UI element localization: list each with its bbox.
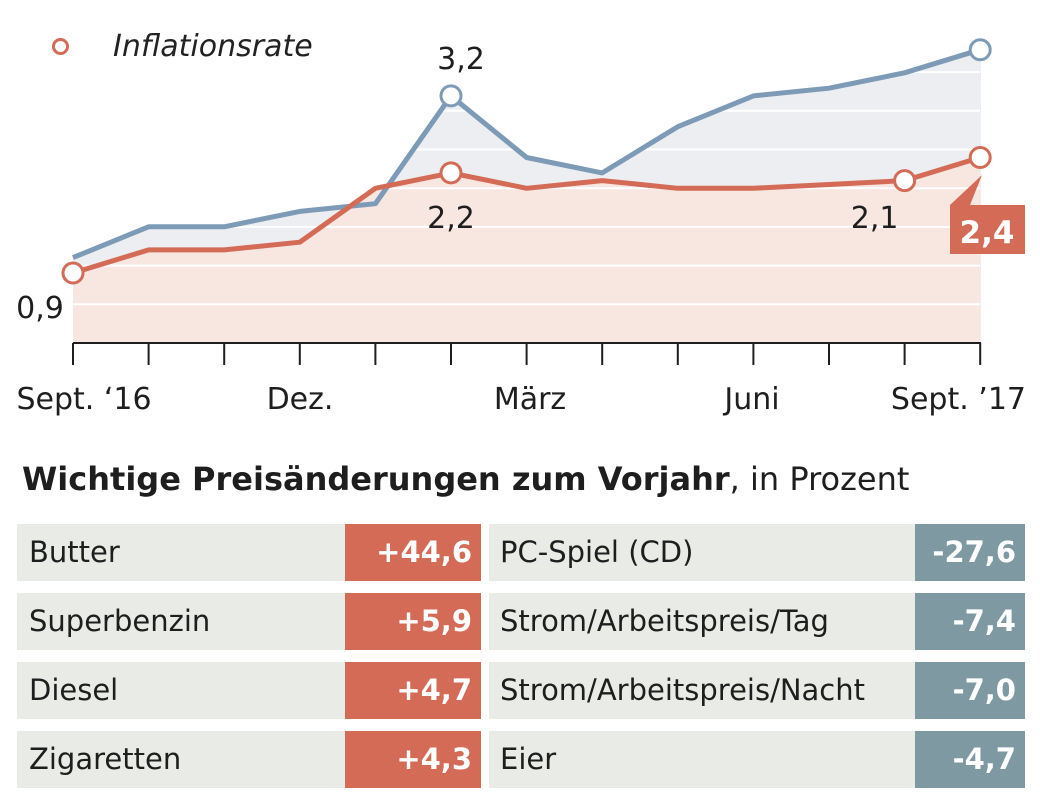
table-row: PC-Spiel (CD) -27,6 <box>489 524 1025 581</box>
table-row: Eier -4,7 <box>489 731 1025 788</box>
table-row: Strom/Arbeitspreis/Nacht -7,0 <box>489 662 1025 719</box>
inflation-point-marker <box>439 161 463 185</box>
blue-series-line <box>72 40 981 260</box>
table-title-bold: Wichtige Preisänderungen zum Vorjahr <box>22 460 730 498</box>
row-value: +44,6 <box>345 524 481 581</box>
row-label: Zigaretten <box>29 742 182 776</box>
row-value: +4,7 <box>345 662 481 719</box>
row-label: Butter <box>29 535 120 569</box>
price-decreases-column: PC-Spiel (CD) -27,6 Strom/Arbeitspreis/T… <box>489 524 1025 800</box>
line-chart: Sept. ‘16 Dez. März Juni Sept. ’17 3,2 0,9 2,2 2… <box>16 38 1026 417</box>
x-tick-label: Sept. ‘16 <box>16 382 151 417</box>
inflation-point-marker <box>968 146 992 169</box>
row-value: -27,6 <box>915 524 1025 581</box>
row-label: Strom/Arbeitspreis/Nacht <box>500 673 866 707</box>
data-label: 0,9 <box>16 291 64 326</box>
table-row: Zigaretten +4,3 <box>17 731 481 788</box>
x-tick-label: Sept. ’17 <box>891 382 1026 417</box>
row-label: Superbenzin <box>29 604 211 638</box>
row-value: -7,0 <box>915 662 1025 719</box>
legend-label-inflationsrate: Inflationsrate <box>113 28 313 64</box>
x-tick-label: Juni <box>722 382 779 417</box>
legend: Inflationsrate <box>52 26 313 66</box>
data-label: 2,1 <box>851 201 899 236</box>
x-tick-label: März <box>494 382 566 417</box>
current-value-label: 2,4 <box>960 215 1015 251</box>
row-value: -4,7 <box>915 731 1025 788</box>
inflation-point-marker <box>893 169 917 193</box>
legend-marker-icon <box>52 37 69 55</box>
table-title: Wichtige Preisänderungen zum Vorjahr, in… <box>22 460 909 498</box>
blue-point-marker <box>439 84 463 108</box>
table-row: Superbenzin +5,9 <box>17 593 481 650</box>
row-value: +5,9 <box>345 593 481 650</box>
row-value: -7,4 <box>915 593 1025 650</box>
price-increases-column: Butter +44,6 Superbenzin +5,9 Diesel +4,… <box>17 524 481 800</box>
data-label: 2,2 <box>427 201 475 236</box>
red-series-area <box>73 157 981 343</box>
current-value-badge <box>950 175 1025 254</box>
table-title-suffix: , in Prozent <box>729 460 910 498</box>
x-tick-label: Dez. <box>267 382 334 417</box>
row-value: +4,3 <box>345 731 481 788</box>
blue-point-marker <box>968 38 992 62</box>
data-label: 3,2 <box>437 42 485 77</box>
row-label: Diesel <box>29 673 119 707</box>
row-label: Eier <box>500 742 557 776</box>
table-row: Butter +44,6 <box>17 524 481 581</box>
table-row: Strom/Arbeitspreis/Tag -7,4 <box>489 593 1025 650</box>
inflation-point-marker <box>61 261 85 285</box>
row-label: PC-Spiel (CD) <box>500 535 694 569</box>
table-row: Diesel +4,7 <box>17 662 481 719</box>
row-label: Strom/Arbeitspreis/Tag <box>500 604 829 638</box>
inflation-series-line <box>72 155 981 276</box>
